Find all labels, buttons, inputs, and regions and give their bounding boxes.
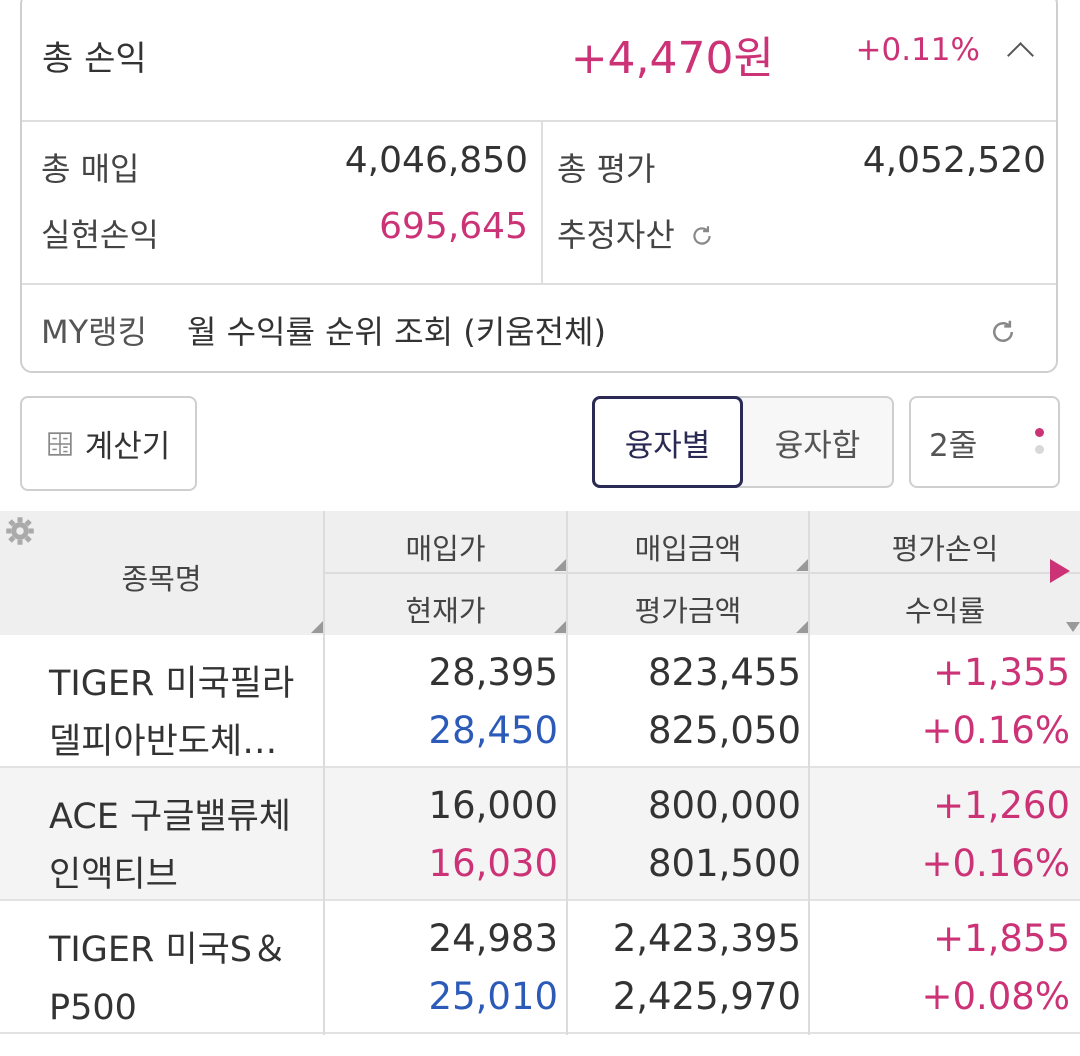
calculator-label: 계산기 — [84, 429, 171, 465]
table-row[interactable]: TIGER 미국필라델피아반도체… 28,395 28,450 823,455 … — [0, 635, 1080, 768]
summary-card: 총 손익 +4,470원 +0.11% 총 매입 4,046,850 총 평가 … — [20, 0, 1058, 373]
sort-icon — [796, 559, 808, 571]
gear-icon[interactable] — [5, 516, 35, 546]
stock-name: TIGER 미국S＆P500 — [49, 930, 287, 1028]
stock-name: ACE 구글밸류체인액티브 — [49, 797, 292, 895]
total-buy-label: 총 매입 — [41, 150, 140, 188]
total-profit-label: 총 손익 — [42, 39, 147, 79]
column-header-eval-pl[interactable]: 평가손익 — [891, 532, 999, 566]
sort-icon — [1066, 622, 1080, 632]
refresh-icon[interactable] — [689, 223, 715, 249]
sort-icon — [311, 621, 323, 633]
scroll-right-icon[interactable] — [1050, 559, 1070, 583]
table-header — [0, 511, 1080, 637]
column-header-name[interactable]: 종목명 — [121, 562, 202, 596]
table-row[interactable]: TIGER 미국S＆P500 24,983 25,010 2,423,395 2… — [0, 901, 1080, 1034]
tab-by-loan[interactable]: 융자별 — [592, 396, 743, 488]
line-count-label: 2줄 — [929, 427, 978, 464]
divider — [22, 283, 1056, 285]
column-header-buy-price[interactable]: 매입가 — [405, 532, 486, 566]
divider — [541, 120, 543, 284]
total-eval-value: 4,052,520 — [862, 140, 1046, 181]
line-count-button[interactable]: 2줄 — [909, 396, 1060, 488]
realized-pl-label: 실현손익 — [41, 216, 159, 254]
realized-pl-value: 695,645 — [379, 206, 528, 247]
sort-icon — [554, 621, 566, 633]
calculator-icon — [48, 431, 72, 456]
return-rate: +0.16% — [921, 709, 1070, 752]
current-price: 25,010 — [428, 975, 558, 1018]
total-profit-row[interactable]: 총 손익 +4,470원 +0.11% — [22, 0, 1056, 122]
toggle-dots-icon — [1035, 428, 1044, 462]
divider — [323, 511, 325, 635]
buy-price: 16,000 — [428, 784, 558, 827]
eval-amount: 2,425,970 — [612, 975, 801, 1018]
eval-amount: 801,500 — [647, 842, 801, 885]
chevron-up-icon[interactable] — [1007, 42, 1034, 69]
column-header-cur-price[interactable]: 현재가 — [405, 594, 486, 628]
ranking-link[interactable]: 월 수익률 순위 조회 (키움전체) — [187, 313, 606, 351]
total-profit-amount: +4,470원 — [570, 33, 774, 84]
sort-icon — [554, 559, 566, 571]
total-eval-label: 총 평가 — [557, 150, 656, 188]
refresh-icon[interactable] — [988, 317, 1018, 347]
stock-name: TIGER 미국필라델피아반도체… — [49, 664, 295, 762]
current-price: 16,030 — [428, 842, 558, 885]
sort-icon — [796, 621, 808, 633]
total-buy-value: 4,046,850 — [344, 140, 528, 181]
tab-loan-sum[interactable]: 융자합 — [774, 427, 861, 464]
current-price: 28,450 — [428, 709, 558, 752]
column-header-buy-amount[interactable]: 매입금액 — [634, 532, 742, 566]
eval-amount: 825,050 — [647, 709, 801, 752]
my-ranking-label: MY랭킹 — [41, 313, 148, 351]
calculator-button[interactable]: 계산기 — [20, 396, 197, 491]
buy-amount: 2,423,395 — [612, 917, 801, 960]
return-rate: +0.16% — [921, 842, 1070, 885]
total-profit-rate: +0.11% — [855, 32, 980, 68]
divider — [808, 635, 810, 1035]
buy-price: 24,983 — [428, 917, 558, 960]
buy-amount: 823,455 — [647, 651, 801, 694]
divider — [325, 572, 1080, 574]
eval-pl: +1,355 — [933, 651, 1070, 694]
return-rate: +0.08% — [921, 975, 1070, 1018]
est-asset-label: 추정자산 — [557, 216, 675, 254]
buy-price: 28,395 — [428, 651, 558, 694]
column-header-eval-amount[interactable]: 평가금액 — [634, 594, 742, 628]
divider — [323, 635, 325, 1035]
table-row[interactable]: ACE 구글밸류체인액티브 16,000 16,030 800,000 801,… — [0, 768, 1080, 901]
eval-pl: +1,260 — [933, 784, 1070, 827]
eval-pl: +1,855 — [933, 917, 1070, 960]
column-header-return[interactable]: 수익률 — [904, 594, 986, 628]
buy-amount: 800,000 — [647, 784, 801, 827]
divider — [566, 635, 568, 1035]
